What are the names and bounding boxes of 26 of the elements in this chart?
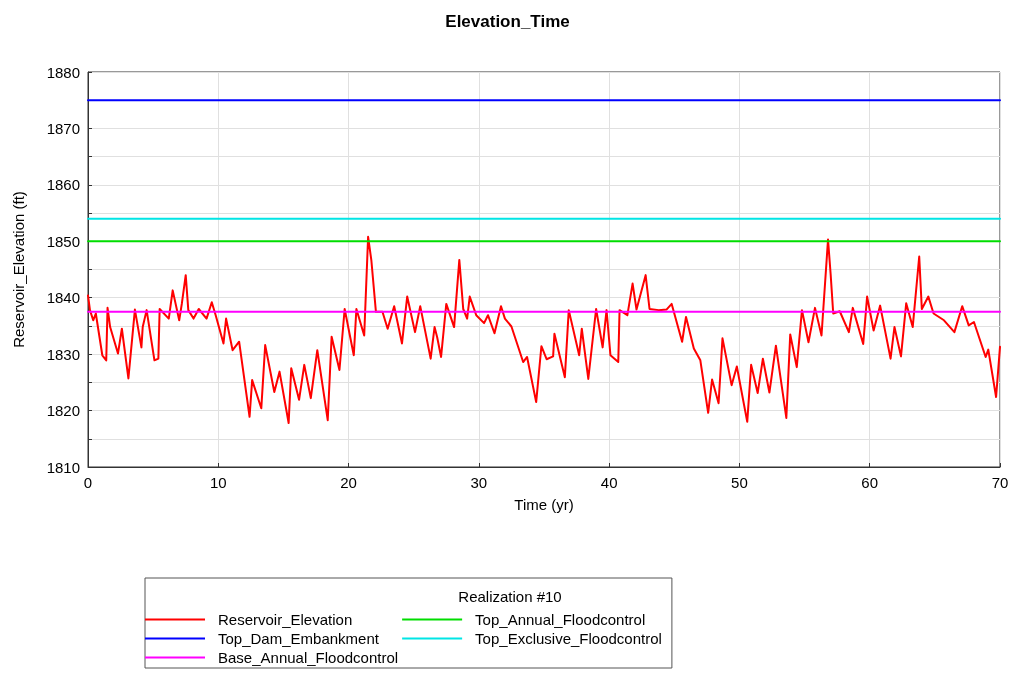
legend-label: Top_Exclusive_Floodcontrol bbox=[475, 630, 662, 647]
chart-title: Elevation_Time bbox=[445, 12, 570, 31]
y-tick-label: 1840 bbox=[46, 289, 80, 307]
y-axis-title: Reservoir_Elevation (ft) bbox=[10, 191, 27, 348]
y-tick-label: 1850 bbox=[46, 232, 80, 250]
y-tick-label: 1820 bbox=[46, 402, 80, 420]
y-tick-label: 1860 bbox=[46, 176, 80, 194]
y-tick-label: 1810 bbox=[46, 458, 80, 476]
y-tick-label: 1880 bbox=[46, 63, 80, 81]
x-tick-label: 50 bbox=[731, 474, 748, 491]
legend-label: Top_Dam_Embankment bbox=[218, 630, 380, 647]
y-tick-label: 1830 bbox=[46, 345, 80, 363]
legend-label: Reservoir_Elevation bbox=[218, 611, 353, 628]
x-tick-label: 10 bbox=[209, 474, 227, 491]
x-tick-label: 40 bbox=[600, 474, 618, 491]
x-tick-label: 20 bbox=[340, 474, 357, 491]
line-series bbox=[87, 235, 1001, 424]
legend-label: Top_Annual_Floodcontrol bbox=[475, 611, 646, 628]
x-tick-label: 70 bbox=[991, 474, 1009, 491]
legend-title: Realization #10 bbox=[458, 588, 562, 605]
x-tick-label: 60 bbox=[861, 474, 879, 491]
x-tick-label: 30 bbox=[470, 474, 488, 491]
x-tick-label: 0 bbox=[83, 474, 93, 491]
y-tick-label: 1870 bbox=[46, 119, 80, 137]
x-axis-title: Time (yr) bbox=[514, 496, 574, 513]
legend-label: Base_Annual_Floodcontrol bbox=[218, 649, 399, 666]
